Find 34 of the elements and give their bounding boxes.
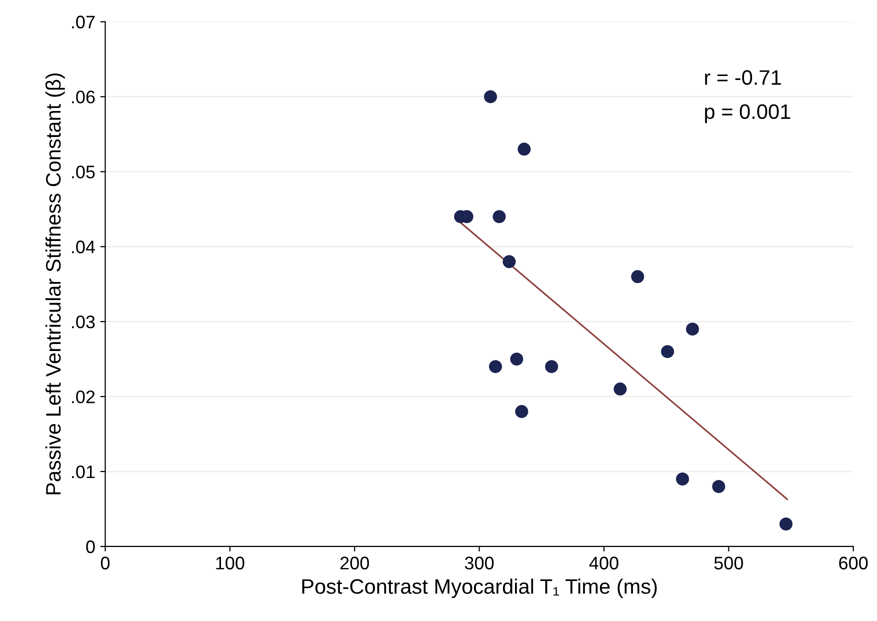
x-tick-label: 300 [464,556,494,570]
y-tick-label: .03 [72,316,95,328]
x-tick-label: 100 [216,556,244,570]
y-tick-label: .05 [72,166,95,178]
point [686,322,699,336]
point [614,382,627,396]
x-tick-label: 200 [340,556,369,570]
point [676,472,690,486]
point [661,345,674,358]
point [712,480,726,494]
x-tick-label: 0 [100,556,110,570]
annotation: p = 0.001 [705,104,790,124]
point [484,90,498,104]
point [545,360,558,374]
point [492,210,506,224]
y-tick-label: .01 [72,465,95,478]
x-tick-label: 500 [714,556,743,570]
point [779,517,792,530]
x-axis-title: Post-Contrast Myocardial T₁ Time (ms) [302,578,657,598]
point [488,360,502,374]
y-tick-label: .04 [72,240,95,254]
point [631,270,644,284]
y-tick-label: .06 [72,90,95,104]
point [510,352,524,366]
x-tick-label: 400 [589,556,618,570]
x-tick-label: 600 [839,556,868,570]
point [502,255,516,268]
point [515,405,528,418]
point [518,142,531,156]
annotation: r = -0.71 [705,70,781,85]
y-axis-title: Passive Left Ventricular Stiffness Constant (β) [45,73,65,494]
y-tick-label: 0 [86,540,95,554]
y-tick-label: .07 [72,16,95,28]
y-tick-label: .02 [72,390,95,404]
